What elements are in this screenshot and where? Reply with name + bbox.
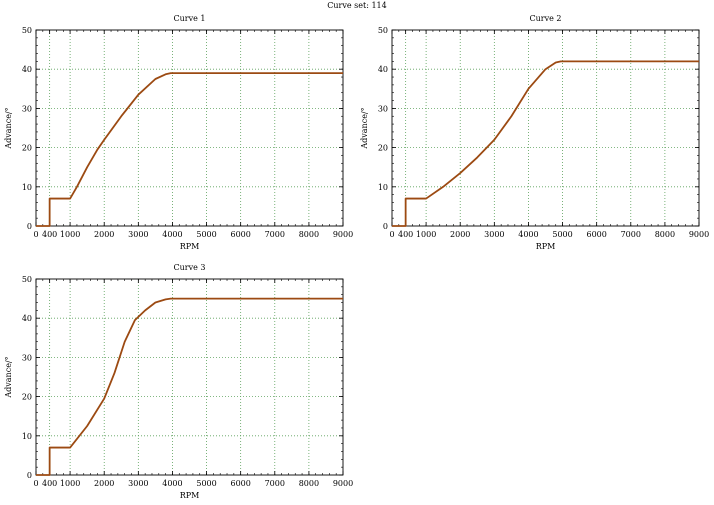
y-tick-label: 50 xyxy=(378,26,388,35)
x-tick-label: 400 xyxy=(42,230,57,239)
x-axis-label: RPM xyxy=(180,491,200,500)
x-tick-label: 1000 xyxy=(416,230,436,239)
x-tick-label: 8000 xyxy=(299,479,319,488)
y-tick-label: 0 xyxy=(27,222,32,231)
x-tick-label: 7000 xyxy=(621,230,641,239)
x-tick-label: 0 xyxy=(33,479,38,488)
y-tick-label: 10 xyxy=(22,183,32,192)
x-tick-label: 4000 xyxy=(518,230,538,239)
x-tick-label: 7000 xyxy=(265,479,285,488)
x-axis-label: RPM xyxy=(180,242,200,251)
y-tick-label: 50 xyxy=(22,275,32,284)
y-tick-label: 10 xyxy=(22,432,32,441)
y-axis-label: Advance/° xyxy=(4,107,13,149)
x-tick-label: 6000 xyxy=(230,230,250,239)
x-tick-label: 3000 xyxy=(128,230,148,239)
x-tick-label: 6000 xyxy=(586,230,606,239)
x-tick-label: 2000 xyxy=(450,230,470,239)
series-line-1 xyxy=(36,72,343,227)
x-tick-label: 400 xyxy=(398,230,413,239)
x-tick-label: 3000 xyxy=(484,230,504,239)
x-tick-label: 3000 xyxy=(128,479,148,488)
chart-1: 0 400 1000 2000 3000 4000 5000 6000 7000 8000 9000… xyxy=(4,14,353,251)
y-tick-label: 20 xyxy=(378,144,388,153)
figure-suptitle: Curve set: 114 xyxy=(327,1,386,10)
chart-3: 0 400 1000 2000 3000 4000 5000 6000 7000 8000 9000… xyxy=(4,263,353,500)
y-tick-label: 50 xyxy=(22,26,32,35)
y-tick-label: 20 xyxy=(22,144,32,153)
x-tick-label: 9000 xyxy=(689,230,709,239)
chart-2: 0 400 1000 2000 3000 4000 5000 6000 7000 8000 9000… xyxy=(360,14,709,251)
x-tick-label: 4000 xyxy=(162,479,182,488)
x-tick-label: 0 xyxy=(389,230,394,239)
x-tick-label: 2000 xyxy=(94,479,114,488)
x-tick-label: 0 xyxy=(33,230,38,239)
chart-title: Curve 1 xyxy=(174,14,206,23)
x-tick-label: 9000 xyxy=(333,479,353,488)
y-tick-label: 0 xyxy=(383,222,388,231)
x-tick-label: 1000 xyxy=(60,230,80,239)
y-axis-label: Advance/° xyxy=(4,356,13,398)
x-tick-label: 5000 xyxy=(552,230,572,239)
x-tick-label: 6000 xyxy=(230,479,250,488)
y-tick-label: 0 xyxy=(27,471,32,480)
x-tick-label: 5000 xyxy=(196,479,216,488)
x-tick-label: 400 xyxy=(42,479,57,488)
chart-title: Curve 2 xyxy=(530,14,562,23)
x-tick-label: 4000 xyxy=(162,230,182,239)
chart-title: Curve 3 xyxy=(174,263,206,272)
y-tick-label: 10 xyxy=(378,183,388,192)
charts-layer: 0 400 1000 2000 3000 4000 5000 6000 7000 8000 9000… xyxy=(4,14,709,500)
y-tick-label: 40 xyxy=(378,65,388,74)
y-tick-label: 30 xyxy=(22,353,32,362)
x-tick-label: 9000 xyxy=(333,230,353,239)
plot-frame xyxy=(391,29,700,227)
x-tick-label: 7000 xyxy=(265,230,285,239)
y-axis-label: Advance/° xyxy=(360,107,369,149)
y-tick-label: 20 xyxy=(22,393,32,402)
plot-frame xyxy=(35,29,344,227)
x-tick-label: 2000 xyxy=(94,230,114,239)
x-tick-label: 1000 xyxy=(60,479,80,488)
x-tick-label: 8000 xyxy=(655,230,675,239)
x-tick-label: 8000 xyxy=(299,230,319,239)
series-line-3 xyxy=(36,297,343,476)
y-tick-label: 30 xyxy=(378,104,388,113)
y-tick-label: 40 xyxy=(22,314,32,323)
x-axis-label: RPM xyxy=(536,242,556,251)
y-tick-label: 30 xyxy=(22,104,32,113)
y-tick-label: 40 xyxy=(22,65,32,74)
plot-frame xyxy=(35,278,344,476)
x-tick-label: 5000 xyxy=(196,230,216,239)
series-line-2 xyxy=(392,60,699,227)
